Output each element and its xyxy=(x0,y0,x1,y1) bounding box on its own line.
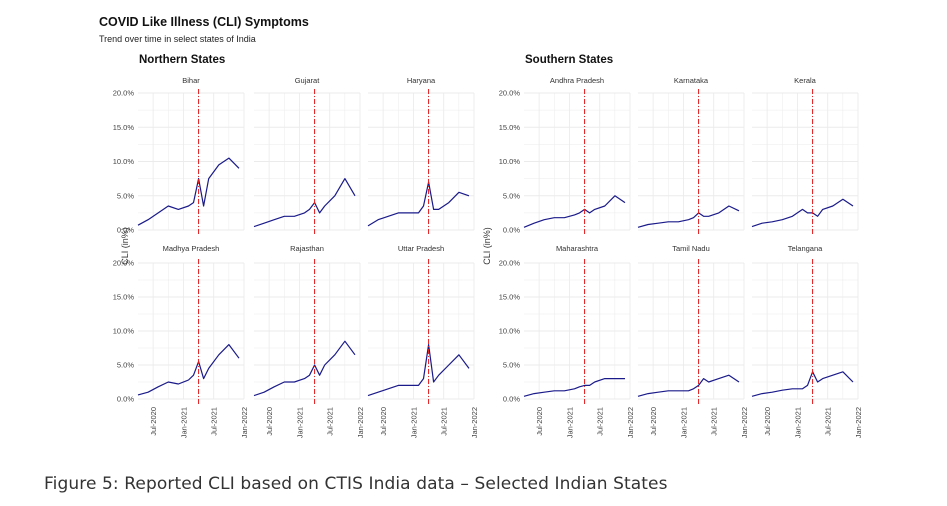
ytick-label: 15.0% xyxy=(499,293,521,302)
ytick-label: 20.0% xyxy=(113,89,135,98)
panel-title-bihar: Bihar xyxy=(182,76,200,85)
panel-title-gujarat: Gujarat xyxy=(295,76,321,85)
panel-title-maharashtra: Maharashtra xyxy=(556,244,599,253)
ytick-label: 15.0% xyxy=(113,123,135,132)
xtick-label: Jan-2022 xyxy=(740,407,749,438)
series-line-telangana xyxy=(751,371,854,397)
ytick-label: 15.0% xyxy=(499,123,521,132)
panel-maharashtra: Maharashtra 0.0% 5.0% 10.0% 15.0% 20.0% Jul-20… xyxy=(499,244,635,438)
ytick-label: 0.0% xyxy=(503,226,520,235)
ytick-label: 10.0% xyxy=(499,327,521,336)
panel-haryana: Haryana xyxy=(367,76,475,236)
series-line-gujarat xyxy=(253,178,356,228)
series-line-haryana xyxy=(367,181,470,227)
xtick-label: Jul-2020 xyxy=(649,407,658,436)
series-line-maharashtra xyxy=(523,378,625,397)
ytick-label: 20.0% xyxy=(499,259,521,268)
ytick-label: 10.0% xyxy=(113,327,135,336)
figure-caption: Figure 5: Reported CLI based on CTIS Ind… xyxy=(44,474,668,494)
panel-uttar-pradesh: Uttar Pradesh Jul-2020 Jan-2021 Jul-2021 Jan… xyxy=(367,244,479,438)
xtick-label: Jul-2020 xyxy=(149,407,158,436)
panel-title-andhra-pradesh: Andhra Pradesh xyxy=(550,76,604,85)
xtick-label: Jan-2021 xyxy=(295,407,304,438)
panel-title-karnataka: Karnataka xyxy=(674,76,709,85)
panel-title-madhya-pradesh: Madhya Pradesh xyxy=(163,244,220,253)
panel-madhya-pradesh: Madhya Pradesh 0.0% 5.0% 10.0% 15.0% 20.0% Jul… xyxy=(113,244,249,438)
ytick-label: 10.0% xyxy=(499,157,521,166)
panel-title-kerala: Kerala xyxy=(794,76,817,85)
xtick-label: Jul-2021 xyxy=(596,407,605,436)
figure-title: COVID Like Illness (CLI) Symptoms xyxy=(99,15,309,29)
xtick-label: Jan-2021 xyxy=(565,407,574,438)
xtick-label: Jan-2022 xyxy=(356,407,365,438)
xtick-label: Jul-2021 xyxy=(326,407,335,436)
ytick-label: 5.0% xyxy=(117,361,134,370)
ytick-label: 0.0% xyxy=(503,395,520,404)
xtick-label: Jul-2021 xyxy=(440,407,449,436)
series-line-kerala xyxy=(751,198,854,228)
southern-states-ylabel: CLI (in%) xyxy=(482,227,492,265)
figure-subtitle: Trend over time in select states of Indi… xyxy=(99,34,256,44)
panel-title-rajasthan: Rajasthan xyxy=(290,244,324,253)
cli-chart-svg: COVID Like Illness (CLI) Symptoms Trend o… xyxy=(99,15,863,438)
xtick-label: Jul-2020 xyxy=(535,407,544,436)
series-line-rajasthan xyxy=(253,340,356,397)
series-line-uttar-pradesh xyxy=(367,344,470,397)
northern-states-title: Northern States xyxy=(139,54,225,66)
xtick-label: Jan-2021 xyxy=(793,407,802,438)
xtick-label: Jul-2021 xyxy=(824,407,833,436)
xtick-label: Jul-2021 xyxy=(210,407,219,436)
panel-title-telangana: Telangana xyxy=(788,244,823,253)
panel-tamil-nadu: Tamil Nadu Jul-2020 Jan-2021 Jul-2021 Jan-20… xyxy=(637,244,749,438)
ytick-label: 20.0% xyxy=(499,89,521,98)
panel-rajasthan: Rajasthan Jul-2020 Jan-2021 Jul-2021 Jan-202… xyxy=(253,244,365,438)
xtick-label: Jan-2021 xyxy=(179,407,188,438)
ytick-label: 5.0% xyxy=(503,361,520,370)
xtick-label: Jan-2021 xyxy=(679,407,688,438)
xtick-label: Jan-2022 xyxy=(854,407,863,438)
ytick-label: 5.0% xyxy=(503,191,520,200)
series-line-madhya-pradesh xyxy=(137,344,240,396)
panel-gujarat: Gujarat xyxy=(253,76,361,236)
xtick-label: Jan-2021 xyxy=(409,407,418,438)
panel-title-uttar-pradesh: Uttar Pradesh xyxy=(398,244,444,253)
ytick-label: 10.0% xyxy=(113,157,135,166)
xtick-label: Jul-2020 xyxy=(763,407,772,436)
series-line-bihar xyxy=(137,157,240,226)
xtick-label: Jan-2022 xyxy=(240,407,249,438)
xtick-label: Jul-2021 xyxy=(710,407,719,436)
northern-states-ylabel: CLI (in%) xyxy=(120,227,130,265)
xtick-label: Jan-2022 xyxy=(470,407,479,438)
ytick-label: 15.0% xyxy=(113,293,135,302)
series-line-tamil-nadu xyxy=(637,374,740,397)
xtick-label: Jul-2020 xyxy=(379,407,388,436)
ytick-label: 0.0% xyxy=(117,395,134,404)
panel-title-haryana: Haryana xyxy=(407,76,436,85)
southern-states-title: Southern States xyxy=(525,54,613,66)
series-line-andhra-pradesh xyxy=(523,195,626,228)
ytick-label: 20.0% xyxy=(113,259,135,268)
panel-andhra-pradesh: Andhra Pradesh 0.0% 5.0% 10.0% 15.0% 20.0% xyxy=(499,76,631,236)
ytick-label: 0.0% xyxy=(117,226,134,235)
xtick-label: Jan-2022 xyxy=(626,407,635,438)
ytick-label: 5.0% xyxy=(117,191,134,200)
panel-title-tamil-nadu: Tamil Nadu xyxy=(672,244,710,253)
panel-karnataka: Karnataka xyxy=(637,76,745,236)
panel-bihar: Bihar 0.0% 5.0% 10.0% 15.0% 20.0% xyxy=(113,76,245,236)
panel-telangana: Telangana Jul-2020 Jan-2021 Jul-2021 Jan-202… xyxy=(751,244,863,438)
series-line-karnataka xyxy=(637,205,740,228)
xtick-label: Jul-2020 xyxy=(265,407,274,436)
panel-kerala: Kerala xyxy=(751,76,859,236)
